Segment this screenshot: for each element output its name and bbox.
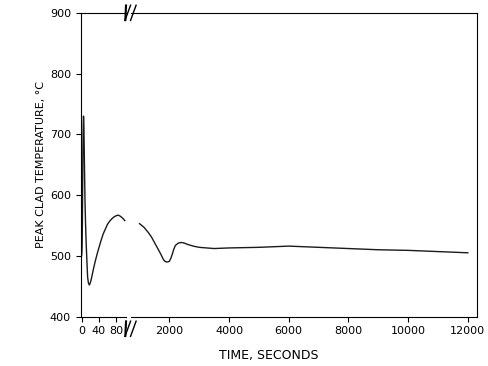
Text: TIME, SECONDS: TIME, SECONDS: [219, 349, 318, 362]
Y-axis label: PEAK CLAD TEMPERATURE, °C: PEAK CLAD TEMPERATURE, °C: [36, 81, 45, 248]
